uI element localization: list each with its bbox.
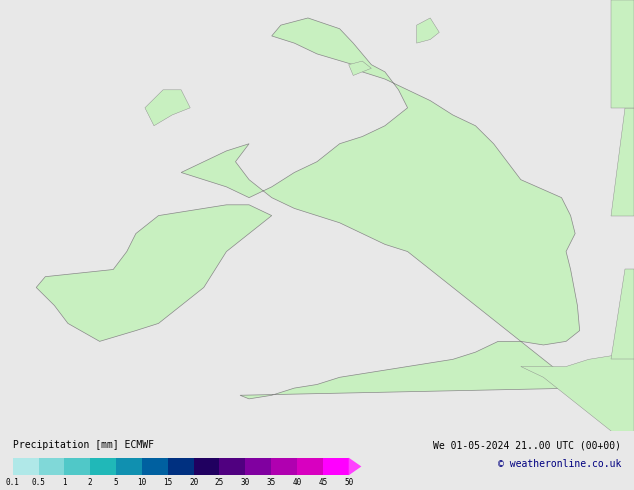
Text: 1: 1 bbox=[62, 478, 67, 487]
Text: 50: 50 bbox=[344, 478, 353, 487]
Bar bbox=[168, 458, 193, 475]
Text: 25: 25 bbox=[215, 478, 224, 487]
Bar bbox=[193, 458, 219, 475]
Polygon shape bbox=[349, 458, 361, 475]
Polygon shape bbox=[349, 61, 372, 75]
Text: 0.5: 0.5 bbox=[32, 478, 46, 487]
Bar bbox=[65, 458, 90, 475]
Bar bbox=[271, 458, 297, 475]
Bar bbox=[116, 458, 142, 475]
Bar bbox=[39, 458, 65, 475]
Bar bbox=[142, 458, 168, 475]
Text: 20: 20 bbox=[189, 478, 198, 487]
Text: 35: 35 bbox=[266, 478, 276, 487]
Polygon shape bbox=[145, 90, 190, 126]
Polygon shape bbox=[611, 270, 634, 359]
Polygon shape bbox=[521, 352, 634, 431]
Text: Precipitation [mm] ECMWF: Precipitation [mm] ECMWF bbox=[13, 440, 153, 450]
Polygon shape bbox=[417, 18, 439, 43]
Bar bbox=[90, 458, 116, 475]
Bar bbox=[297, 458, 323, 475]
Bar bbox=[219, 458, 245, 475]
Polygon shape bbox=[36, 205, 272, 342]
Text: 2: 2 bbox=[88, 478, 93, 487]
Text: 10: 10 bbox=[138, 478, 146, 487]
Bar bbox=[323, 458, 349, 475]
Bar bbox=[245, 458, 271, 475]
Text: 30: 30 bbox=[241, 478, 250, 487]
Text: 40: 40 bbox=[292, 478, 302, 487]
Text: We 01-05-2024 21..00 UTC (00+00): We 01-05-2024 21..00 UTC (00+00) bbox=[433, 440, 621, 450]
Text: 0.1: 0.1 bbox=[6, 478, 20, 487]
Text: © weatheronline.co.uk: © weatheronline.co.uk bbox=[498, 459, 621, 468]
Polygon shape bbox=[181, 18, 579, 399]
Polygon shape bbox=[611, 108, 634, 216]
Text: 15: 15 bbox=[163, 478, 172, 487]
Polygon shape bbox=[611, 0, 634, 108]
Text: 45: 45 bbox=[318, 478, 328, 487]
Text: 5: 5 bbox=[113, 478, 119, 487]
Bar bbox=[13, 458, 39, 475]
